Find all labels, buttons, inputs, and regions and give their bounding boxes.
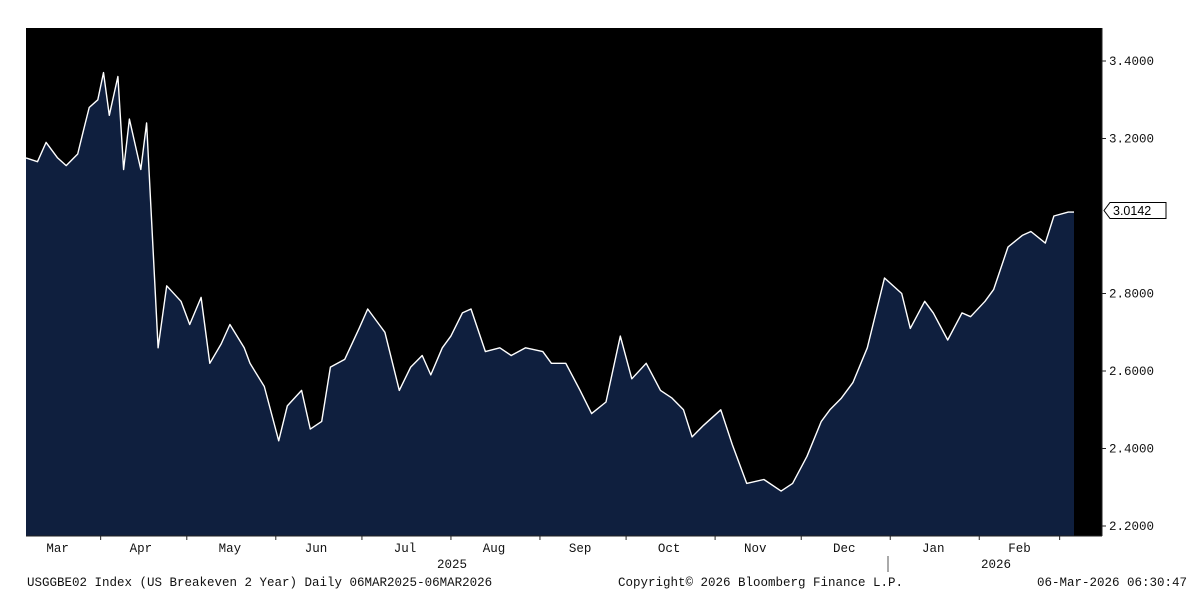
x-month-label: Aug [483, 542, 506, 556]
series-area [26, 72, 1074, 536]
last-value-box [1103, 201, 1167, 219]
x-month-label: Jul [394, 542, 417, 556]
x-month-label: Sep [569, 542, 592, 556]
x-year-label: 2026 [981, 558, 1011, 572]
area-layer [25, 71, 1074, 536]
y-tick-label: 3.2000 [1109, 133, 1154, 147]
x-month-label: Dec [833, 542, 856, 556]
x-month-label: Oct [658, 542, 681, 556]
x-month-label: Apr [130, 542, 153, 556]
x-month-label: May [219, 542, 242, 556]
x-month-label: Nov [744, 542, 767, 556]
footer-timestamp: 06-Mar-2026 06:30:47 [1036, 576, 1187, 590]
x-ticks: Mar Apr May Jun Jul Aug Sep Oct Nov Dec Jan Feb 2025… [46, 536, 1061, 572]
footer-index-description: USGGBE02 Index (US Breakeven 2 Year) Dai… [27, 576, 493, 590]
series-line [25, 71, 1074, 492]
y-tick-label: 2.2000 [1109, 520, 1154, 534]
x-month-label: Jan [922, 542, 945, 556]
last-value-marker: 3.0142 [1103, 201, 1167, 219]
footer-copyright: Copyright© 2026 Bloomberg Finance L.P. [618, 576, 904, 590]
y-tick-label: 2.8000 [1109, 288, 1154, 302]
y-tick-label: 3.4000 [1109, 55, 1154, 69]
y-ticks: 2.2000 2.4000 2.6000 2.8000 3.2000 3.4000 [1102, 55, 1154, 534]
y-tick-label: 2.6000 [1109, 365, 1154, 379]
x-month-label: Mar [46, 542, 69, 556]
last-value-label: 3.0142 [1113, 204, 1151, 218]
x-month-label: Feb [1008, 542, 1031, 556]
x-month-label: Jun [305, 542, 328, 556]
y-tick-label: 2.4000 [1109, 443, 1154, 457]
x-year-label: 2025 [437, 558, 467, 572]
